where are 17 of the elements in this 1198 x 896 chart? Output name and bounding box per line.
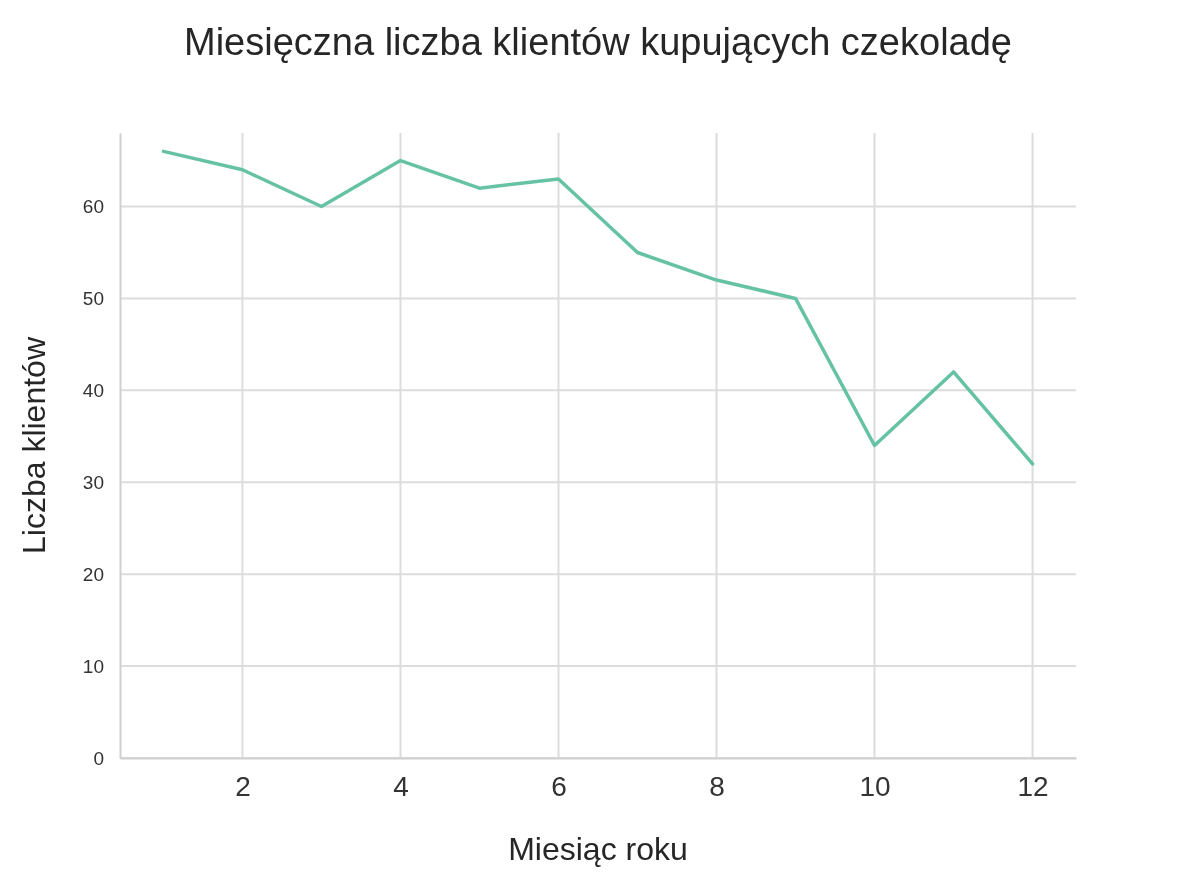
x-tick-label: 6 (551, 770, 567, 802)
x-tick-label: 12 (1017, 770, 1049, 802)
y-tick-label: 50 (82, 288, 104, 310)
x-tick-label: 4 (393, 770, 409, 802)
y-tick-label: 40 (82, 379, 104, 401)
x-tick-label: 2 (235, 770, 251, 802)
y-tick-label: 60 (82, 196, 104, 218)
x-tick-label: 10 (859, 770, 891, 802)
x-tick-label: 8 (709, 770, 725, 802)
y-axis-title: Liczba klientów (16, 336, 52, 554)
y-tick-label: 20 (82, 563, 104, 585)
y-tick-label: 0 (93, 747, 104, 769)
x-axis-title: Miesiąc roku (508, 831, 688, 867)
line-series (161, 149, 1035, 466)
chart-title: Miesięczna liczba klientów kupujących czekoladę (184, 21, 1012, 63)
y-tick-label: 10 (82, 655, 104, 677)
y-tick-label: 30 (82, 471, 104, 493)
